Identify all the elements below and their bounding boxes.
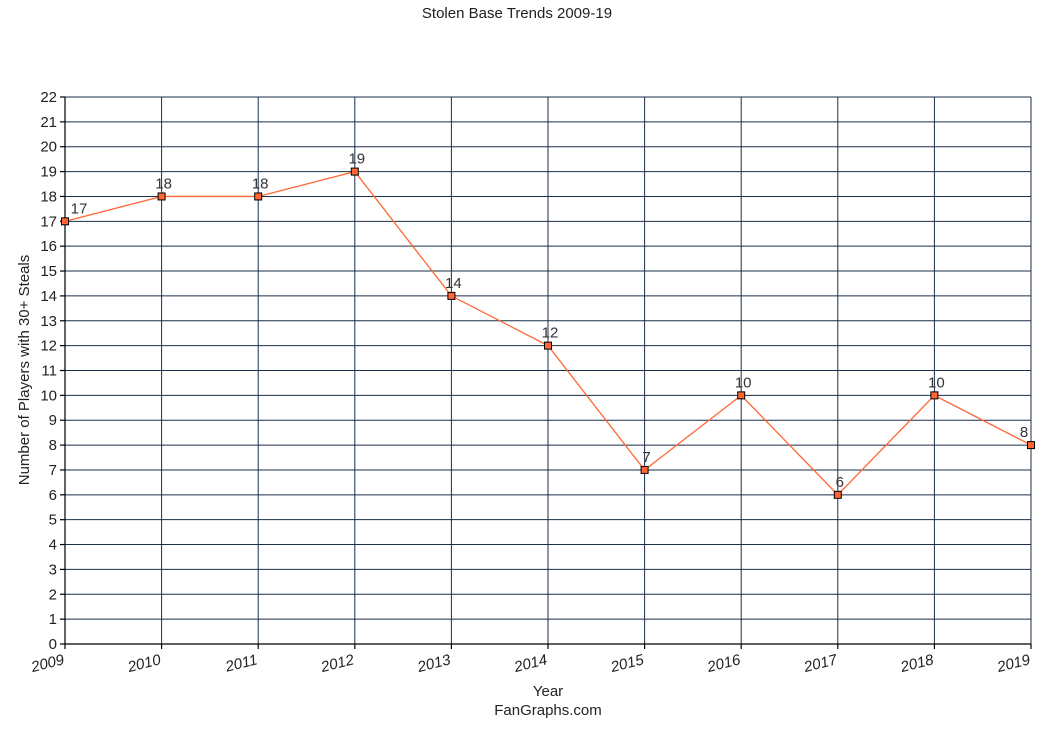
series <box>61 167 1035 499</box>
x-tick-label: 2012 <box>318 651 356 676</box>
data-label-2016: 10 <box>735 374 752 391</box>
x-axis-label: Year <box>533 683 563 700</box>
x-tick-label: 2019 <box>995 651 1033 676</box>
x-tick-label: 2018 <box>898 651 936 676</box>
data-label-2011: 18 <box>252 175 269 192</box>
x-tick-label: 2013 <box>415 651 453 676</box>
y-tick-label: 7 <box>49 462 57 479</box>
y-tick-label: 20 <box>40 139 57 156</box>
y-tick-label: 3 <box>49 561 57 578</box>
y-tick-label: 0 <box>49 636 57 653</box>
y-axis-label: Number of Players with 30+ Steals <box>16 255 33 486</box>
y-tick-label: 6 <box>49 487 57 504</box>
y-tick-label: 8 <box>49 437 57 454</box>
data-point-2013 <box>447 291 456 300</box>
data-point-2019 <box>1027 441 1035 450</box>
y-tick-label: 2 <box>49 586 57 603</box>
data-label-2010: 18 <box>155 175 172 192</box>
data-point-2010 <box>157 192 166 201</box>
data-point-2016 <box>737 391 746 400</box>
x-tick-label: 2010 <box>125 651 163 676</box>
data-label-2009: 17 <box>71 200 88 217</box>
x-tick-label: 2011 <box>223 651 259 676</box>
y-tick-label: 10 <box>40 387 57 404</box>
y-tick-label: 15 <box>40 263 57 280</box>
data-point-2014 <box>544 341 552 350</box>
data-point-2018 <box>930 391 939 400</box>
x-tick-label: 2015 <box>608 651 646 676</box>
y-tick-label: 1 <box>49 611 57 628</box>
data-label-2014: 12 <box>542 325 559 342</box>
x-tick-label: 2014 <box>512 651 549 676</box>
x-tick-label: 2016 <box>705 651 743 676</box>
x-tick-labels: 2009 2010 2011 2012 2013 2014 2015 2016 2017 2018… <box>29 651 1033 676</box>
data-point-2017 <box>833 490 842 499</box>
data-label-2012: 19 <box>348 151 365 168</box>
y-tick-label: 11 <box>41 363 57 380</box>
data-labels: 17 18 18 19 14 12 7 10 6 10 8 <box>71 151 1029 491</box>
y-tick-label: 22 <box>40 89 57 106</box>
credit-text: FanGraphs.com <box>494 702 602 719</box>
y-tick-label: 17 <box>40 213 57 230</box>
y-tick-label: 13 <box>40 313 57 330</box>
y-tick-label: 19 <box>40 164 57 181</box>
data-label-2018: 10 <box>928 374 945 391</box>
data-label-2015: 7 <box>642 449 650 466</box>
data-label-2019: 8 <box>1020 424 1028 441</box>
data-point-2009 <box>61 217 69 226</box>
y-tick-label: 21 <box>40 114 57 131</box>
y-tick-label: 5 <box>49 512 57 529</box>
data-point-2015 <box>640 465 649 474</box>
y-tick-label: 18 <box>40 188 57 205</box>
x-tick-label: 2017 <box>801 651 839 676</box>
axes <box>60 96 1032 649</box>
x-tick-label: 2009 <box>29 651 67 676</box>
y-tick-label: 12 <box>40 338 57 355</box>
y-tick-label: 9 <box>49 412 57 429</box>
data-label-2017: 6 <box>836 474 844 491</box>
y-tick-label: 16 <box>40 238 57 255</box>
grid <box>64 96 1032 645</box>
y-tick-label: 4 <box>49 537 57 554</box>
data-point-2012 <box>350 167 359 176</box>
chart-title: Stolen Base Trends 2009-19 <box>422 5 612 22</box>
y-tick-label: 14 <box>40 288 57 305</box>
data-point-2011 <box>254 192 263 201</box>
data-label-2013: 14 <box>445 275 462 292</box>
